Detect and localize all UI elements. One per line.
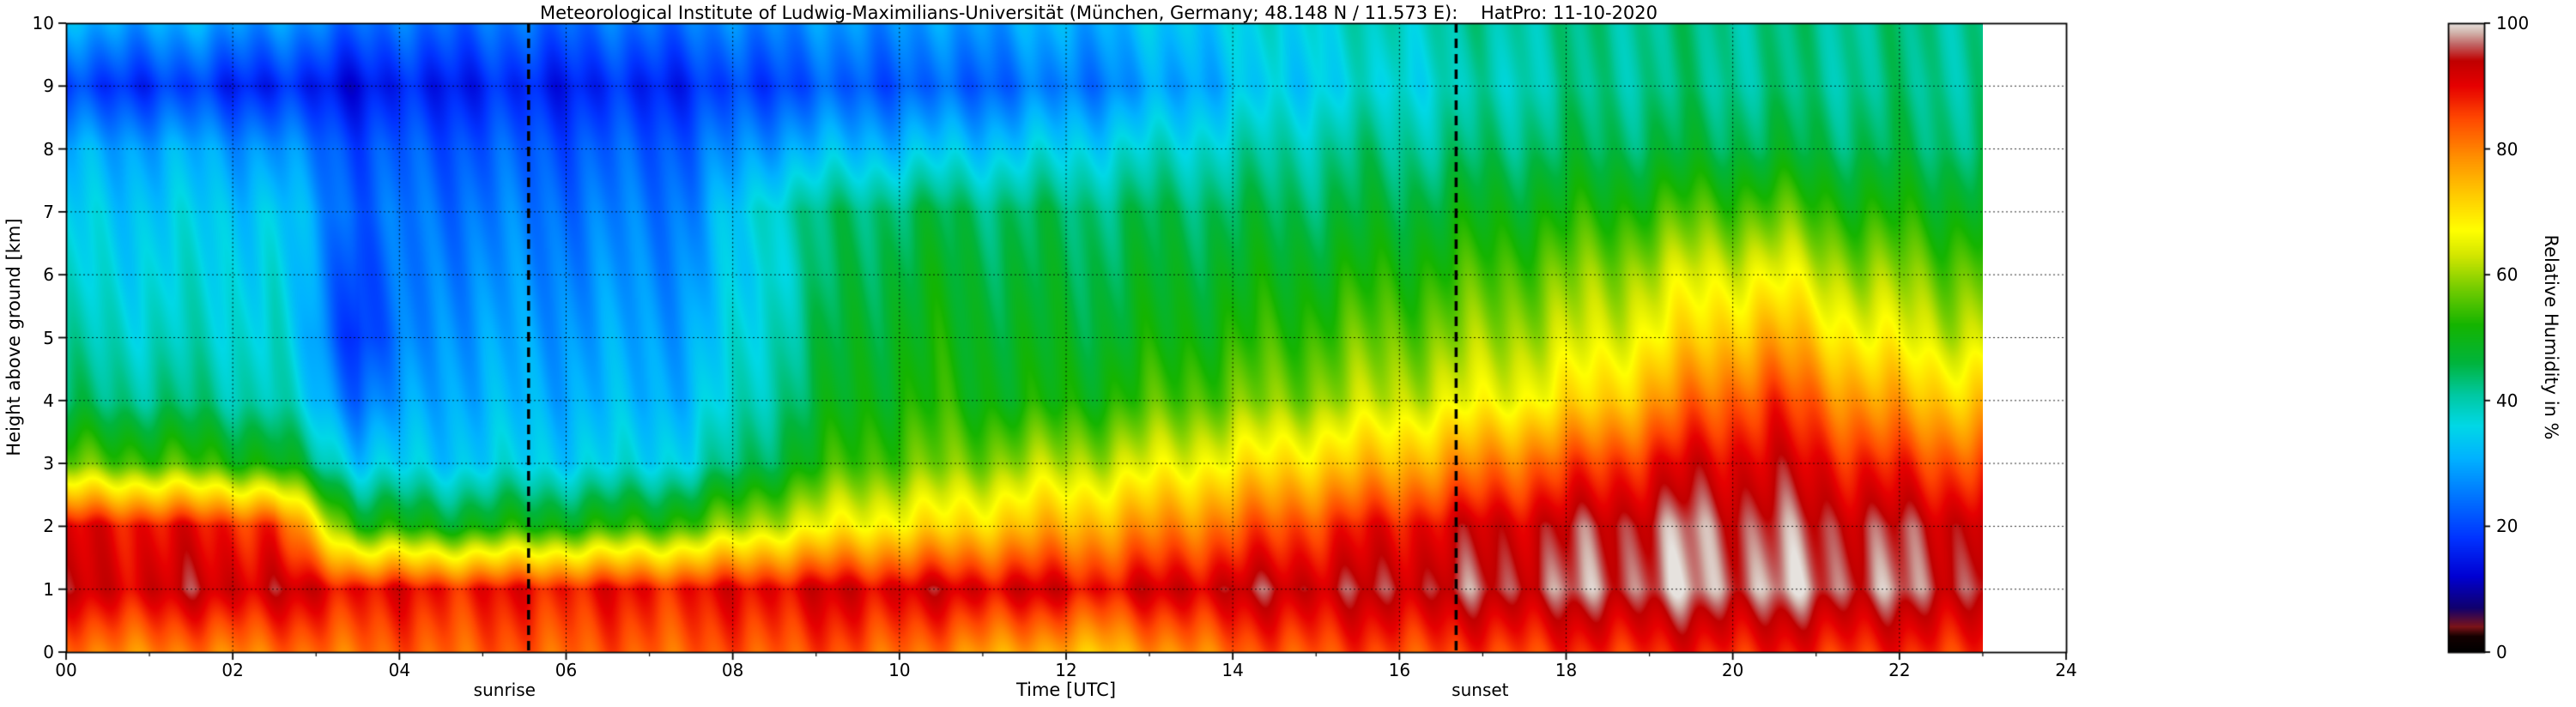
x-axis-label: Time [UTC] [1015, 680, 1117, 700]
y-tick-label: 0 [43, 642, 54, 662]
y-tick-label: 6 [43, 264, 54, 286]
x-tick-label: 02 [221, 660, 244, 680]
x-tick-label: 14 [1221, 660, 1244, 680]
x-tick-label: 20 [1721, 660, 1744, 680]
y-tick-label: 2 [43, 516, 54, 537]
colorbar-tick-label: 20 [2496, 516, 2518, 537]
colorbar-tick-label: 60 [2496, 264, 2518, 286]
y-tick-label: 1 [43, 578, 54, 600]
x-tick-label: 04 [388, 660, 411, 680]
x-tick-label: 24 [2055, 660, 2077, 680]
x-tick-label: 08 [721, 660, 744, 680]
x-tick-label: 00 [55, 660, 77, 680]
y-tick-label: 8 [43, 138, 54, 160]
colorbar-tick-label: 100 [2496, 13, 2530, 33]
x-tick-label: 18 [1555, 660, 1578, 680]
x-tick-label: 16 [1388, 660, 1411, 680]
y-tick-label: 5 [43, 327, 54, 348]
colorbar-tick-label: 80 [2496, 138, 2518, 160]
x-tick-label: 06 [555, 660, 578, 680]
y-axis-label: Height above ground [km] [3, 218, 24, 456]
x-tick-label: 22 [1888, 660, 1911, 680]
sunset-label: sunset [1452, 680, 1509, 700]
y-tick-label: 7 [43, 201, 54, 222]
colorbar-label: Relative Humidity in % [2541, 234, 2561, 440]
y-tick-label: 3 [43, 453, 54, 474]
y-tick-label: 10 [32, 13, 54, 33]
y-tick-label: 9 [43, 76, 54, 97]
x-tick-label: 12 [1055, 660, 1077, 680]
y-tick-label: 4 [43, 390, 54, 411]
colorbar-tick-label: 40 [2496, 390, 2518, 411]
x-tick-label: 10 [888, 660, 911, 680]
sunrise-label: sunrise [473, 680, 536, 700]
colorbar-tick-label: 0 [2496, 642, 2507, 662]
